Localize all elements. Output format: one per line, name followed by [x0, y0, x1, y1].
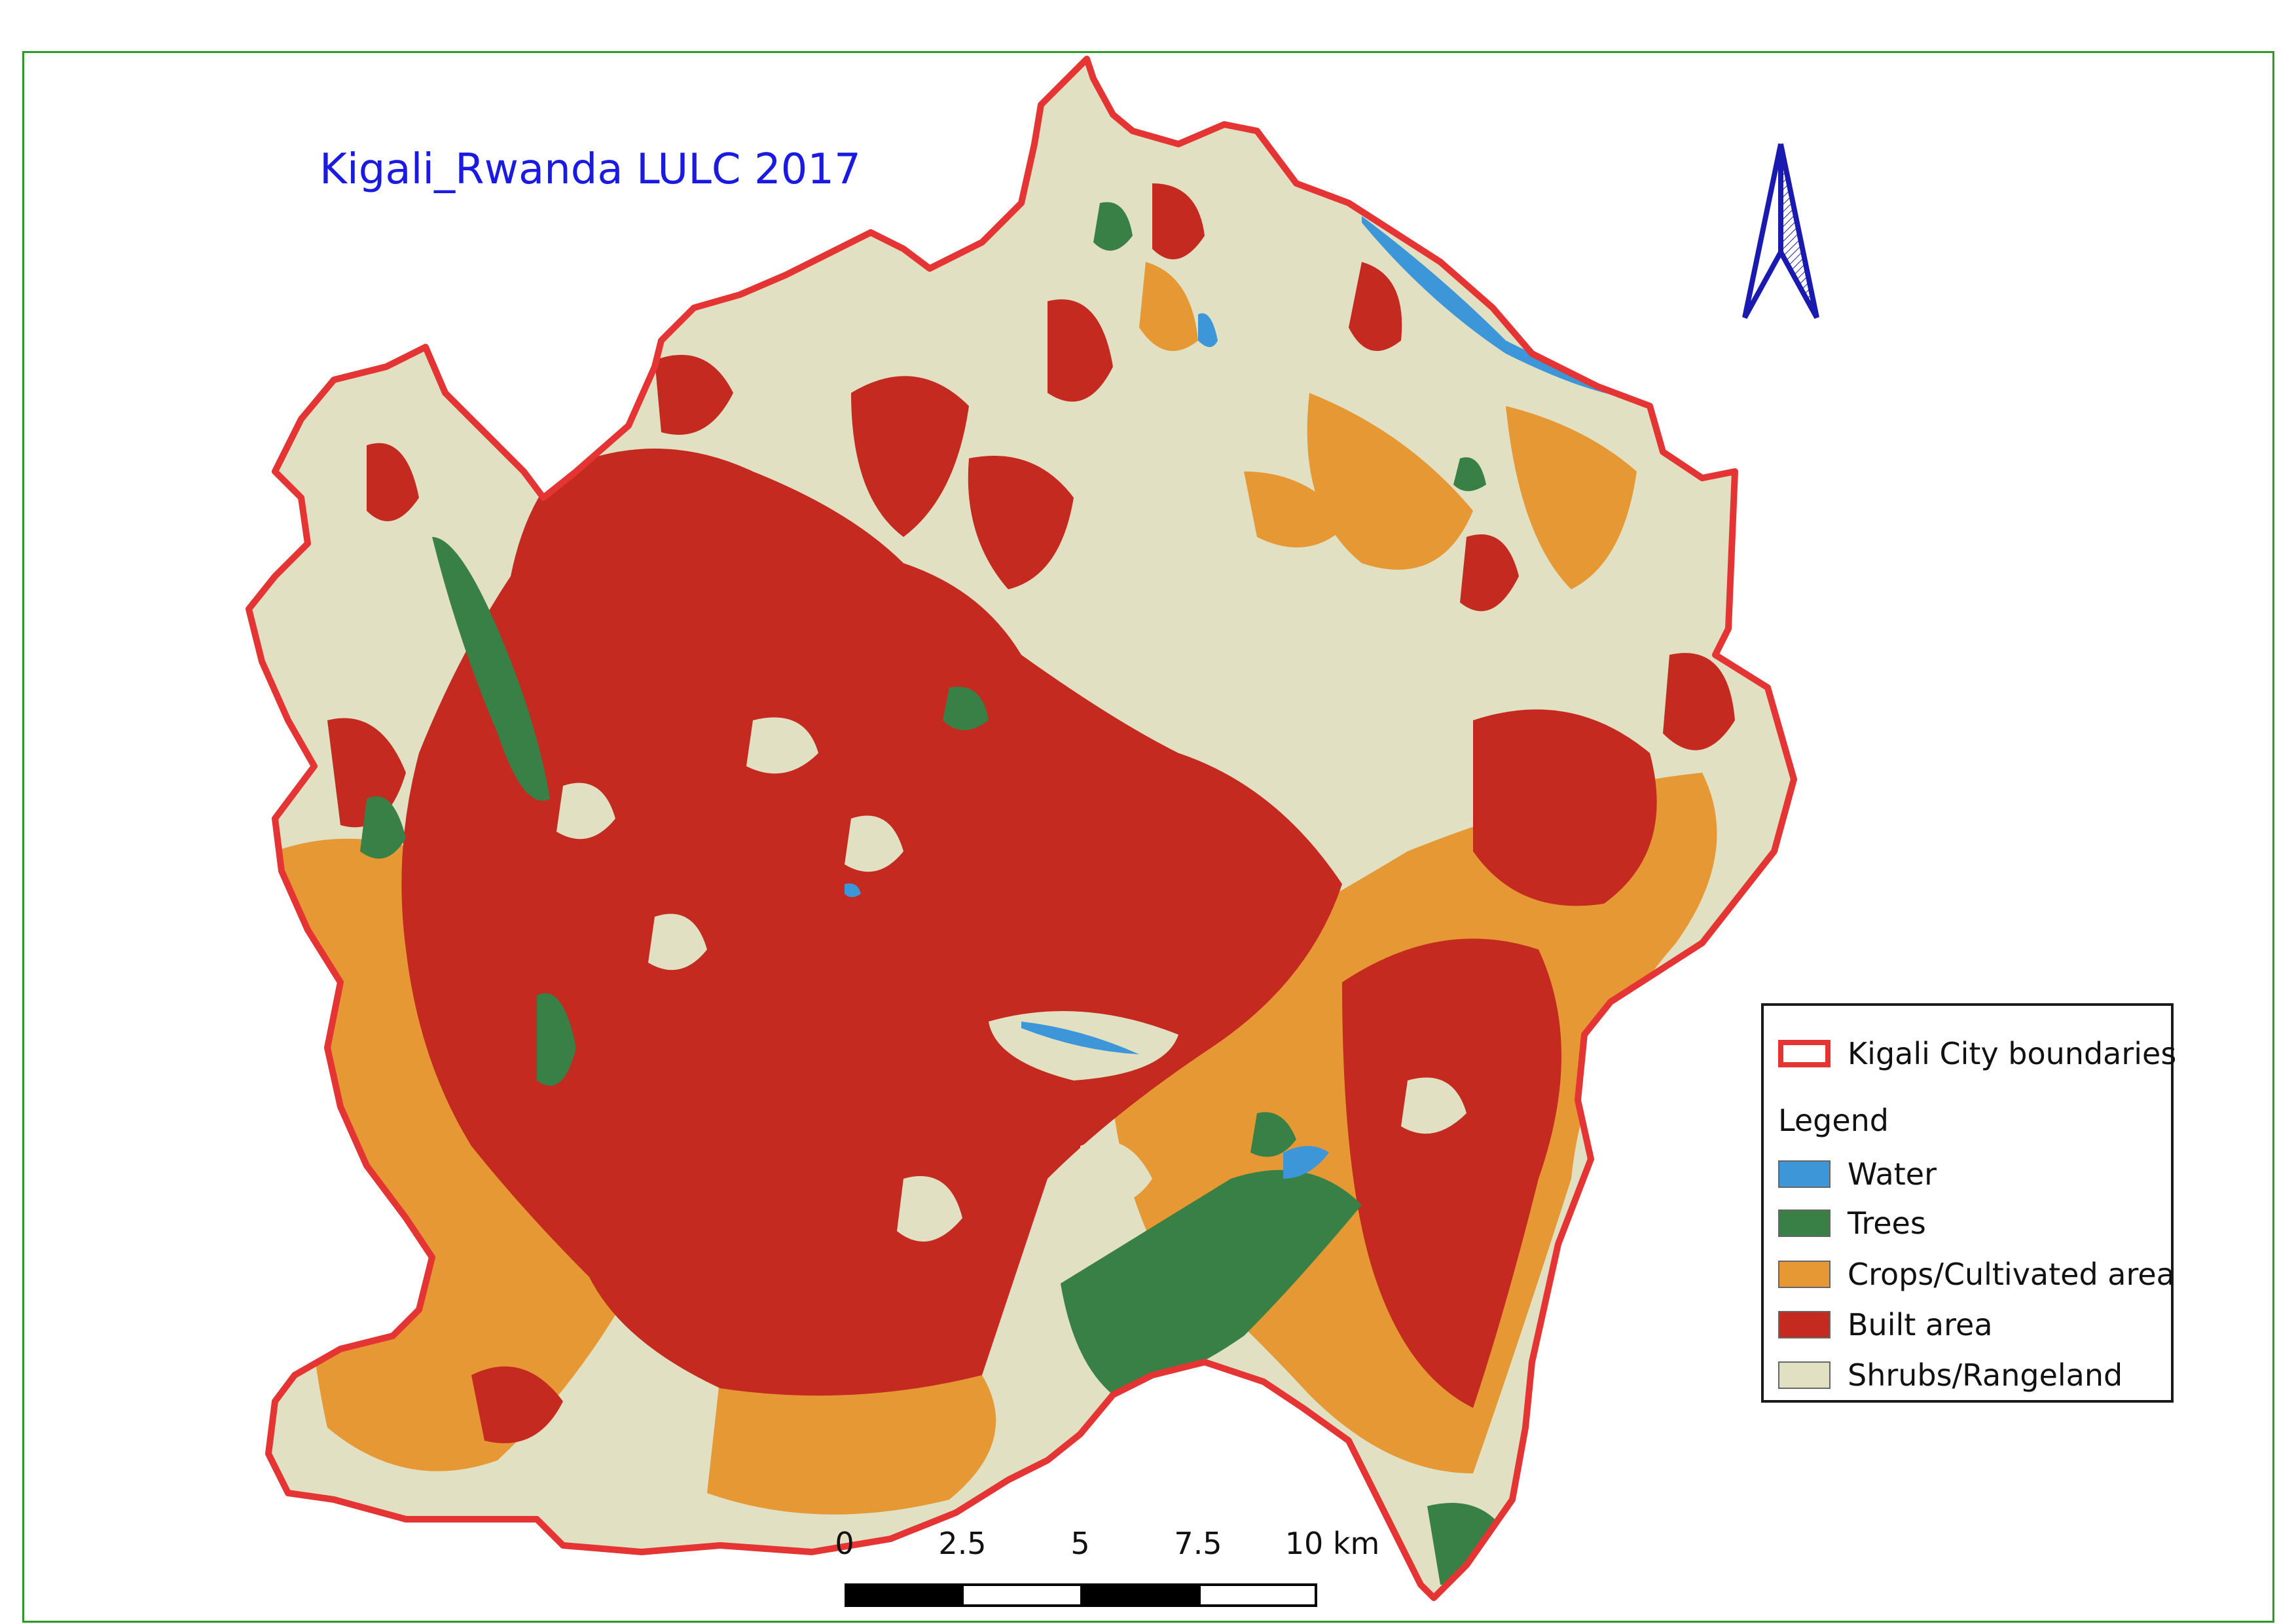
legend-label-crops: Crops/Cultivated area — [1848, 1257, 2175, 1292]
legend-swatch-shrubs — [1778, 1361, 1831, 1389]
scale-label-2-5: 2.5 — [938, 1526, 987, 1561]
scale-segment-2 — [961, 1583, 1083, 1607]
kigali-city-boundary — [246, 56, 1797, 1601]
legend-label-trees: Trees — [1848, 1206, 1926, 1241]
land-cover-layer — [249, 59, 1794, 1598]
legend-heading: Legend — [1778, 1103, 1889, 1138]
scale-label-7-5: 7.5 — [1174, 1526, 1222, 1561]
legend-boundary-row: Kigali City boundaries — [1778, 1036, 2176, 1071]
boundary-swatch — [1778, 1040, 1831, 1067]
legend-swatch-trees — [1778, 1209, 1831, 1237]
north-arrow-icon — [1742, 143, 1819, 319]
map-title: Kigali_Rwanda LULC 2017 — [319, 145, 861, 194]
legend-label-built: Built area — [1848, 1307, 1993, 1342]
scale-label-0: 0 — [835, 1526, 854, 1561]
scale-segment-4 — [1198, 1583, 1317, 1607]
scale-segment-1 — [845, 1583, 964, 1607]
scale-segment-3 — [1080, 1583, 1201, 1607]
map-legend: Kigali City boundaries Legend Water Tree… — [1761, 1003, 2176, 1403]
legend-item-water: Water — [1778, 1156, 1937, 1192]
water-bodies — [845, 216, 1637, 1179]
scale-label-5: 5 — [1070, 1526, 1090, 1561]
legend-swatch-crops — [1778, 1261, 1831, 1288]
legend-item-built: Built area — [1778, 1307, 1993, 1342]
map-frame — [22, 51, 2274, 1623]
legend-swatch-built — [1778, 1311, 1831, 1338]
legend-label-water: Water — [1848, 1156, 1937, 1192]
built-areas — [327, 183, 1735, 1443]
tree-areas — [360, 202, 1506, 1585]
legend-swatch-water — [1778, 1160, 1831, 1188]
legend-item-crops: Crops/Cultivated area — [1778, 1257, 2175, 1292]
legend-item-shrubs: Shrubs/Rangeland — [1778, 1357, 2123, 1393]
legend-item-trees: Trees — [1778, 1206, 1926, 1241]
legend-boundary-label: Kigali City boundaries — [1848, 1036, 2177, 1071]
legend-label-shrubs: Shrubs/Rangeland — [1848, 1357, 2123, 1393]
scale-label-10km: 10 km — [1285, 1526, 1380, 1561]
